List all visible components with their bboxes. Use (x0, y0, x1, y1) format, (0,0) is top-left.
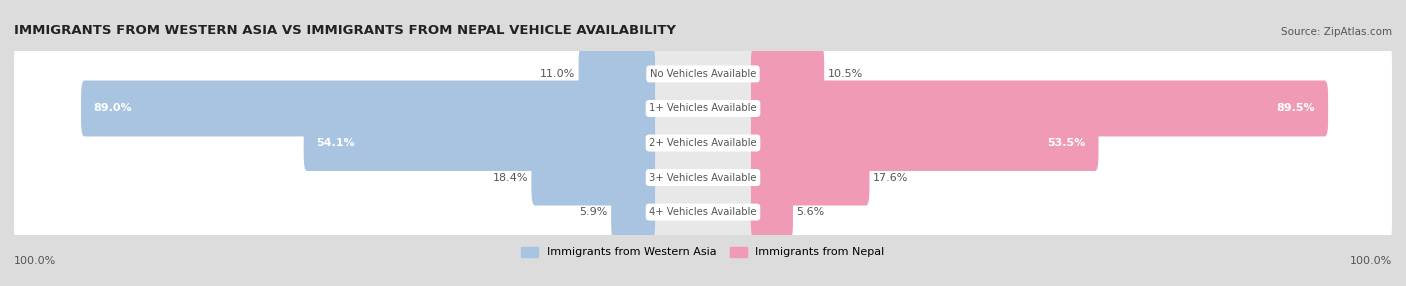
Text: 1+ Vehicles Available: 1+ Vehicles Available (650, 104, 756, 114)
FancyBboxPatch shape (14, 79, 1392, 138)
FancyBboxPatch shape (14, 150, 655, 206)
FancyBboxPatch shape (14, 45, 1392, 103)
FancyBboxPatch shape (751, 184, 1392, 240)
Text: 4+ Vehicles Available: 4+ Vehicles Available (650, 207, 756, 217)
FancyBboxPatch shape (304, 115, 655, 171)
Text: 89.5%: 89.5% (1277, 104, 1316, 114)
FancyBboxPatch shape (751, 184, 793, 240)
FancyBboxPatch shape (751, 115, 1392, 171)
FancyBboxPatch shape (14, 80, 655, 136)
Text: 3+ Vehicles Available: 3+ Vehicles Available (650, 172, 756, 182)
FancyBboxPatch shape (612, 184, 655, 240)
Text: 5.6%: 5.6% (796, 207, 824, 217)
FancyBboxPatch shape (579, 46, 655, 102)
FancyBboxPatch shape (14, 114, 1392, 172)
Text: IMMIGRANTS FROM WESTERN ASIA VS IMMIGRANTS FROM NEPAL VEHICLE AVAILABILITY: IMMIGRANTS FROM WESTERN ASIA VS IMMIGRAN… (14, 24, 676, 37)
Text: No Vehicles Available: No Vehicles Available (650, 69, 756, 79)
FancyBboxPatch shape (14, 148, 1392, 207)
Text: 100.0%: 100.0% (14, 257, 56, 267)
FancyBboxPatch shape (751, 46, 824, 102)
Text: Source: ZipAtlas.com: Source: ZipAtlas.com (1281, 27, 1392, 37)
Text: 5.9%: 5.9% (579, 207, 607, 217)
Text: 18.4%: 18.4% (492, 172, 529, 182)
FancyBboxPatch shape (14, 46, 655, 102)
FancyBboxPatch shape (14, 115, 655, 171)
FancyBboxPatch shape (751, 46, 1392, 102)
Text: 53.5%: 53.5% (1047, 138, 1085, 148)
FancyBboxPatch shape (751, 80, 1329, 136)
FancyBboxPatch shape (751, 80, 1392, 136)
Text: 11.0%: 11.0% (540, 69, 575, 79)
FancyBboxPatch shape (14, 184, 655, 240)
Text: 2+ Vehicles Available: 2+ Vehicles Available (650, 138, 756, 148)
FancyBboxPatch shape (751, 150, 869, 206)
Text: 100.0%: 100.0% (1350, 257, 1392, 267)
FancyBboxPatch shape (82, 80, 655, 136)
FancyBboxPatch shape (14, 183, 1392, 241)
FancyBboxPatch shape (751, 150, 1392, 206)
Text: 89.0%: 89.0% (94, 104, 132, 114)
Text: 54.1%: 54.1% (316, 138, 356, 148)
FancyBboxPatch shape (531, 150, 655, 206)
Legend: Immigrants from Western Asia, Immigrants from Nepal: Immigrants from Western Asia, Immigrants… (517, 242, 889, 262)
FancyBboxPatch shape (751, 115, 1098, 171)
Text: 17.6%: 17.6% (873, 172, 908, 182)
Text: 10.5%: 10.5% (827, 69, 863, 79)
